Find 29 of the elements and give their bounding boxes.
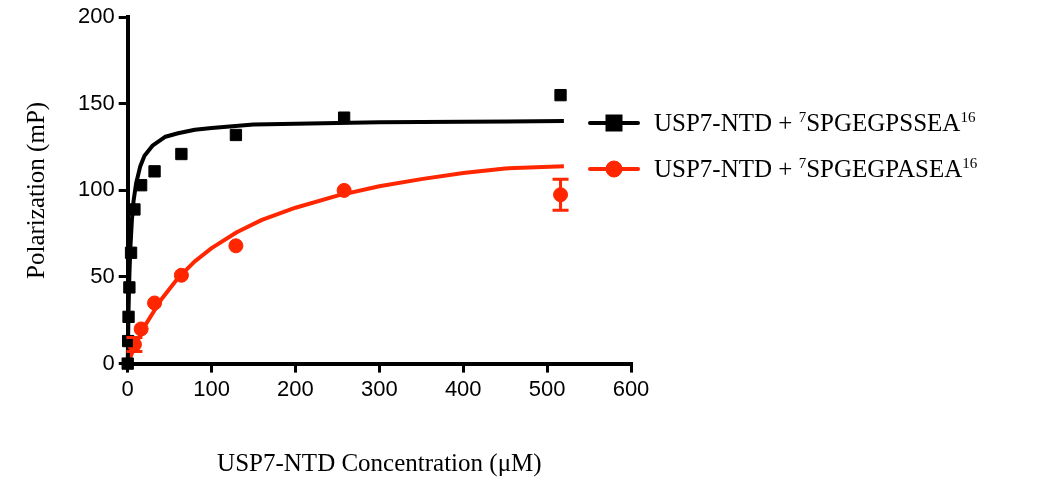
point [148, 165, 161, 178]
point [122, 310, 135, 323]
x-tick-label: 400 [444, 375, 482, 401]
point [124, 246, 138, 259]
x-tick-label: 0 [121, 375, 134, 401]
point [175, 147, 188, 161]
point [147, 295, 163, 311]
point [134, 179, 148, 192]
point [123, 281, 136, 294]
x-tick-label: 500 [528, 375, 566, 401]
point [229, 128, 243, 142]
point [133, 321, 149, 337]
point [336, 182, 352, 198]
y-tick-label: 100 [77, 176, 115, 202]
point [554, 88, 567, 102]
x-tick-label: 100 [193, 375, 230, 401]
y-axis-title: Polarization (mP) [21, 101, 50, 279]
legend-label: USP7-NTD + $^{7}$SPGEGPSSEA$^{16}$ [654, 108, 976, 138]
point [228, 238, 244, 254]
x-tick-label: 600 [612, 375, 650, 401]
x-tick-label: 200 [277, 375, 314, 401]
x-tick-label: 300 [360, 375, 398, 401]
y-tick-label: 150 [77, 89, 115, 115]
y-tick-label: 0 [102, 349, 115, 375]
legend-label: USP7-NTD + $^{7}$SPGEGPASEA$^{16}$ [654, 154, 978, 184]
x-axis-title: USP7-NTD Concentration (μM) [217, 448, 542, 477]
point [173, 267, 189, 283]
y-tick-label: 200 [77, 3, 115, 29]
y-tick-label: 50 [90, 263, 115, 289]
